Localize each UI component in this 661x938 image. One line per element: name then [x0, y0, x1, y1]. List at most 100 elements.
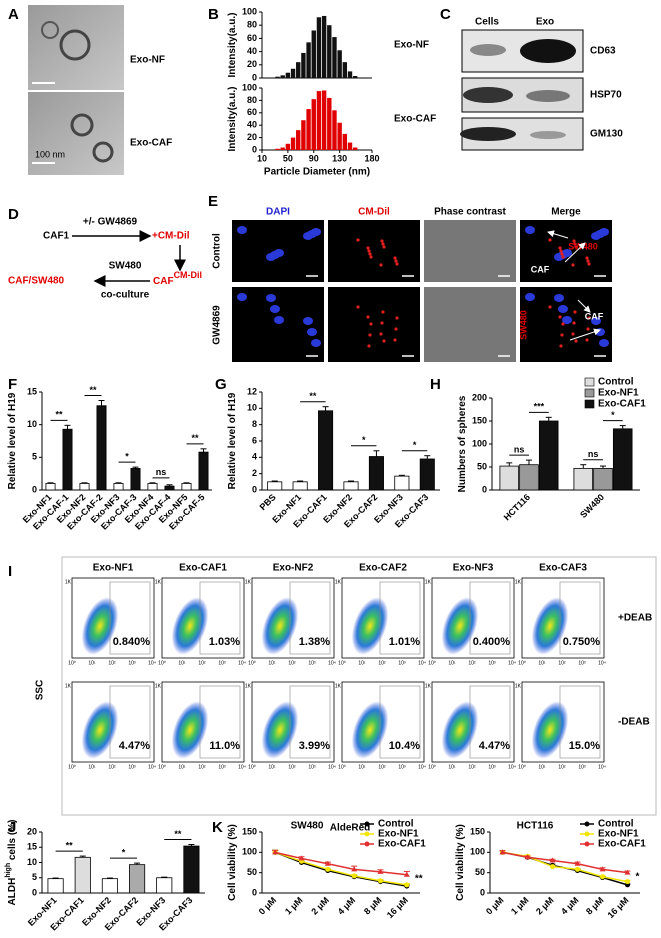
x-tick-label: 10³: [488, 660, 496, 666]
x-tick-label: 10²: [108, 764, 116, 770]
x-tick-label: 4 μM: [559, 895, 581, 917]
y-tick-label: 10: [27, 857, 37, 867]
dye-spot: [369, 322, 373, 326]
percent: 1.38%: [299, 636, 330, 648]
y-axis-label-text: Intensity(a.u.): [227, 86, 238, 151]
bar: [318, 410, 334, 491]
gate: [199, 685, 241, 759]
dye-spot: [560, 333, 564, 337]
panel-label: D: [8, 206, 19, 223]
dye-spot: [366, 246, 370, 250]
legend-label: Control: [598, 377, 634, 388]
x-tick-label: 10³: [578, 764, 586, 770]
percent: 10.4%: [389, 740, 420, 752]
significance: **: [55, 410, 63, 420]
y-tick-label: 100: [472, 438, 487, 448]
bar: [301, 120, 306, 150]
panel-label: C: [440, 6, 451, 23]
legend-marker: [584, 821, 590, 827]
x-tick-label: 10¹: [538, 764, 546, 770]
bar: [368, 456, 384, 491]
dye-spot: [381, 310, 385, 314]
marker: [550, 864, 555, 870]
dye-spot: [548, 238, 552, 242]
node: CAF1: [43, 231, 70, 242]
y-tick-label: 50: [477, 461, 487, 471]
marker: [404, 882, 410, 888]
gate: [109, 685, 151, 759]
y-tick-label: 4: [252, 452, 257, 462]
image-annotation: SW480: [518, 310, 528, 340]
x-tick-label: 10⁰: [248, 660, 256, 666]
step-label: co-culture: [101, 290, 150, 301]
panel-label: G: [215, 376, 227, 393]
x-tick-label: 10²: [558, 764, 566, 770]
x-tick-label: 10²: [378, 764, 386, 770]
nucleus: [274, 316, 284, 324]
node-sup: CM-Dil: [174, 270, 203, 280]
bar: [79, 483, 90, 491]
bar: [280, 75, 285, 78]
x-tick-label: 50: [283, 153, 293, 163]
bar: [62, 428, 73, 491]
bar: [156, 877, 173, 894]
legend-label: Exo-CAF1: [598, 839, 646, 850]
dye-spot: [559, 344, 563, 348]
bar: [130, 468, 141, 491]
percent: 0.750%: [563, 636, 601, 648]
bar: [47, 878, 64, 894]
bar: [321, 90, 327, 150]
x-tick-label: 8 μM: [584, 895, 606, 917]
y-axis-label: Intensity(a.u.): [227, 86, 238, 151]
bar: [593, 467, 613, 491]
dye-spot: [395, 262, 399, 266]
gate: [379, 581, 421, 655]
marker: [378, 878, 383, 884]
significance: *: [125, 452, 129, 462]
y-axis-label: Cell viability (%): [455, 824, 466, 901]
y-tick-label: 50: [247, 867, 257, 877]
dye-spot: [367, 344, 371, 348]
row-label: -DEAB: [618, 717, 650, 728]
significance: *: [636, 871, 640, 882]
percent: 3.99%: [299, 740, 330, 752]
dye-spot: [368, 252, 372, 256]
dye-spot: [561, 322, 565, 326]
column-label: Phase contrast: [434, 207, 506, 218]
y-tick-label: 15: [27, 386, 37, 396]
dye-spot: [393, 338, 397, 342]
bar: [327, 25, 332, 78]
x-tick-label: 2 μM: [534, 895, 556, 917]
column-label: Exo-NF1: [93, 563, 134, 574]
dye-spot: [574, 245, 578, 249]
cell-density: [351, 701, 389, 759]
marker: [625, 879, 630, 885]
y-tick-label: 200: [472, 392, 487, 402]
significance: ***: [534, 402, 545, 412]
marker: [272, 849, 279, 855]
node: CAF/SW480: [8, 276, 65, 287]
column-label: Exo-CAF3: [539, 563, 587, 574]
dye-spot: [573, 310, 577, 314]
dye-spot: [366, 315, 370, 319]
cell-density: [171, 701, 209, 759]
x-tick-label: 10³: [128, 764, 136, 770]
band: [460, 127, 516, 141]
percent: 1.01%: [389, 636, 420, 648]
dye-spot: [585, 256, 589, 260]
dye-spot: [572, 321, 576, 325]
cell-density: [81, 597, 119, 655]
y-tick-label: 0: [32, 887, 37, 897]
bar: [343, 481, 359, 491]
marker: [599, 866, 606, 872]
node-text: CAF: [153, 276, 174, 287]
marker: [549, 857, 556, 863]
x-tick-label: 10²: [198, 764, 206, 770]
bar: [45, 483, 56, 491]
marker: [600, 874, 605, 880]
y-tick-label: 1K: [155, 579, 162, 585]
x-tick-label: 10²: [198, 660, 206, 666]
gate: [469, 685, 511, 759]
x-tick-label: 10⁴: [598, 660, 606, 666]
dye-spot: [356, 305, 360, 309]
